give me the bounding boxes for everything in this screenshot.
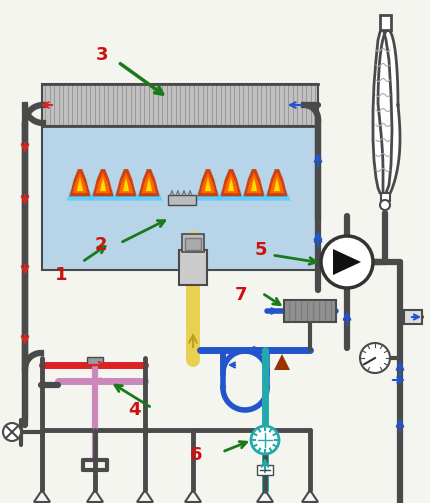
Polygon shape <box>89 190 117 201</box>
Circle shape <box>321 236 373 288</box>
Bar <box>168 195 196 205</box>
Polygon shape <box>243 169 264 196</box>
Bar <box>42 126 318 270</box>
Circle shape <box>380 200 390 210</box>
Polygon shape <box>146 178 152 191</box>
Text: 4: 4 <box>128 401 141 419</box>
Bar <box>87 357 103 365</box>
Polygon shape <box>274 354 290 370</box>
Polygon shape <box>77 178 83 191</box>
Polygon shape <box>270 172 284 193</box>
Polygon shape <box>73 172 87 193</box>
Text: 2: 2 <box>95 236 108 254</box>
Polygon shape <box>138 169 160 196</box>
Polygon shape <box>247 172 261 193</box>
Polygon shape <box>201 172 215 193</box>
Polygon shape <box>141 172 157 193</box>
Polygon shape <box>263 190 291 201</box>
Polygon shape <box>267 169 288 196</box>
Polygon shape <box>205 178 211 191</box>
Polygon shape <box>224 172 238 193</box>
Polygon shape <box>274 178 280 191</box>
Circle shape <box>360 343 390 373</box>
Polygon shape <box>333 249 361 275</box>
Polygon shape <box>217 190 245 201</box>
Polygon shape <box>135 190 163 201</box>
Text: 5: 5 <box>255 241 267 259</box>
Text: 3: 3 <box>96 46 108 64</box>
Bar <box>42 84 318 126</box>
Polygon shape <box>378 30 400 200</box>
Bar <box>404 310 422 324</box>
Bar <box>182 234 204 252</box>
Polygon shape <box>221 169 242 196</box>
Polygon shape <box>251 178 257 191</box>
Text: 6: 6 <box>190 446 203 464</box>
Text: 7: 7 <box>235 286 248 304</box>
Polygon shape <box>228 178 234 191</box>
Polygon shape <box>123 178 129 191</box>
Polygon shape <box>95 172 111 193</box>
Bar <box>185 238 201 250</box>
Bar <box>381 193 390 201</box>
Polygon shape <box>112 190 140 201</box>
Polygon shape <box>197 169 218 196</box>
Polygon shape <box>240 190 267 201</box>
Polygon shape <box>92 169 114 196</box>
Bar <box>380 15 391 30</box>
Bar <box>179 250 207 285</box>
Text: 1: 1 <box>55 266 68 284</box>
Polygon shape <box>100 178 106 191</box>
Polygon shape <box>66 190 94 201</box>
Polygon shape <box>119 172 133 193</box>
Bar <box>284 300 336 322</box>
Bar <box>257 465 273 475</box>
Circle shape <box>251 426 279 454</box>
Polygon shape <box>70 169 90 196</box>
Polygon shape <box>116 169 136 196</box>
Circle shape <box>3 423 21 441</box>
Polygon shape <box>373 28 392 195</box>
Polygon shape <box>194 190 221 201</box>
